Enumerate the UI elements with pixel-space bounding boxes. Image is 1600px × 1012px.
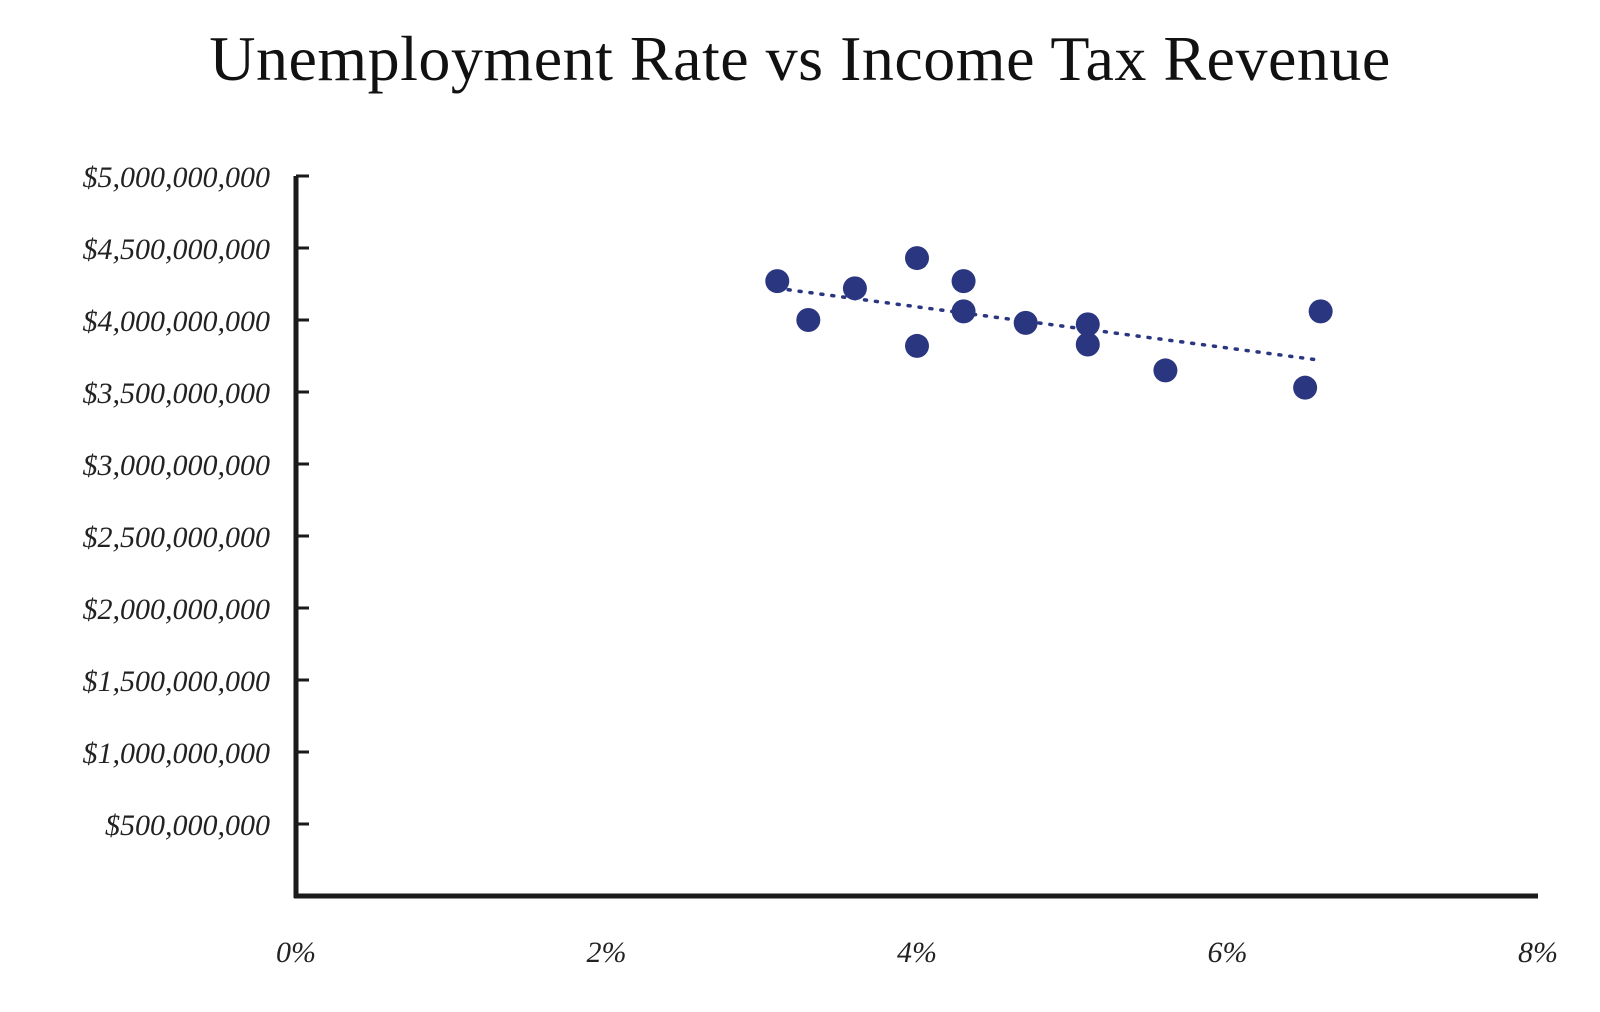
x-tick-label: 8% xyxy=(1518,936,1558,969)
y-tick-label: $4,000,000,000 xyxy=(83,305,271,338)
trendline xyxy=(775,286,1323,363)
data-point xyxy=(1075,312,1100,337)
y-tick-label: $3,000,000,000 xyxy=(83,449,271,482)
y-axis-ticks: $500,000,000 $1,000,000,000 $1,500,000,000… xyxy=(83,161,309,842)
data-point xyxy=(1013,310,1038,335)
x-tick-label: 6% xyxy=(1208,936,1248,969)
data-point xyxy=(1293,375,1318,400)
x-tick-label: 4% xyxy=(897,936,937,969)
data-point xyxy=(1153,358,1178,383)
data-point xyxy=(905,246,929,271)
chart-title: Unemployment Rate vs Income Tax Revenue xyxy=(209,23,1391,94)
y-tick-label: $500,000,000 xyxy=(105,809,270,842)
data-point xyxy=(796,308,821,332)
data-point xyxy=(1308,299,1333,324)
data-points xyxy=(765,246,1333,400)
x-axis-ticks: 0% 2% 4% 6% 8% xyxy=(276,936,1558,969)
x-tick-label: 2% xyxy=(587,936,627,969)
x-tick-label: 0% xyxy=(276,936,316,969)
data-point xyxy=(905,333,929,358)
data-point xyxy=(765,269,790,294)
y-tick-label: $5,000,000,000 xyxy=(83,161,271,194)
y-tick-label: $2,000,000,000 xyxy=(83,593,271,626)
y-tick-label: $1,500,000,000 xyxy=(83,665,271,698)
y-tick-label: $1,000,000,000 xyxy=(83,737,271,770)
data-point xyxy=(951,299,976,324)
y-tick-label: $3,500,000,000 xyxy=(83,377,271,410)
data-point xyxy=(1075,332,1100,357)
y-tick-label: $2,500,000,000 xyxy=(83,521,271,554)
data-point xyxy=(842,276,867,301)
y-tick-label: $4,500,000,000 xyxy=(83,233,271,266)
data-point xyxy=(951,269,976,294)
